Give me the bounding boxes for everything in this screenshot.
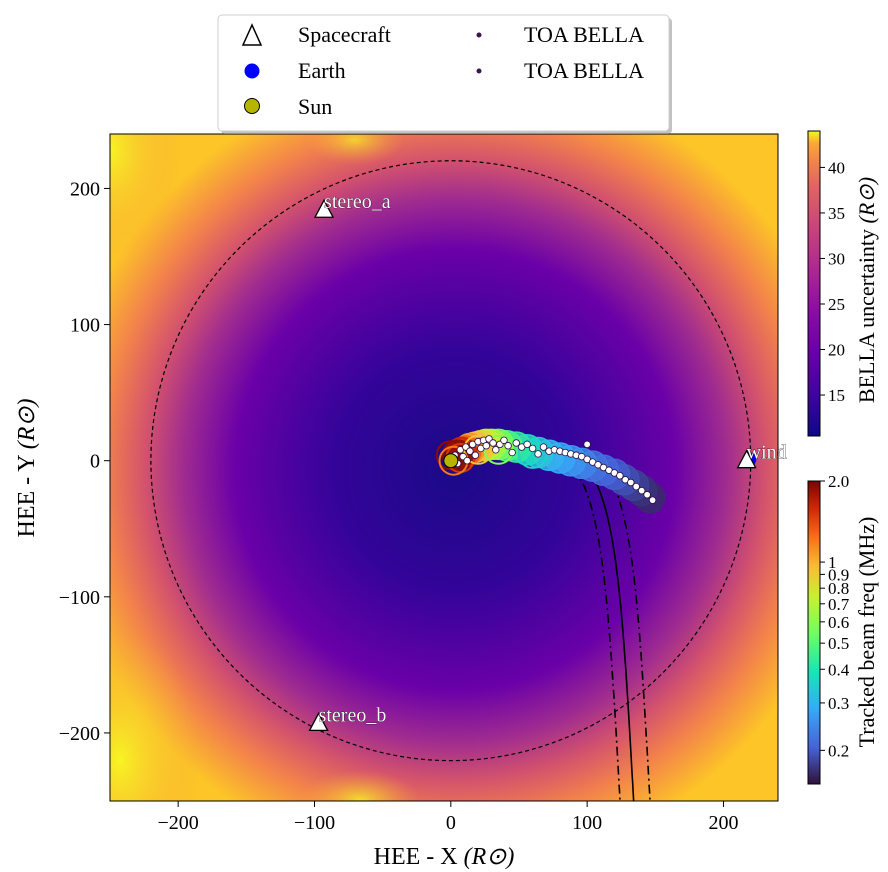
uncertainty-colorbar-title: BELLA uncertainty (R⊙) [854,177,879,403]
toa-point [512,439,520,447]
toa-point [489,439,497,447]
uncertainty-tick-label: 30 [828,249,845,268]
toa-point [492,446,500,454]
frequency-tick-label: 0.4 [828,660,850,679]
y-tick-label: −100 [59,587,100,609]
frequency-tick-label: 1 [828,553,837,572]
legend-toa-marker [476,68,482,74]
x-axis-ticks: −200 −100 0 100 200 [158,801,738,834]
y-tick-label: 100 [70,315,100,337]
toa-point [504,442,512,450]
toa-point [466,447,474,455]
x-axis-title: HEE - X (R⊙) [374,844,515,870]
toa-bella-points [451,435,657,504]
legend-label: TOA BELLA [524,58,644,83]
toa-point [528,444,537,453]
frequency-tick-label: 0.7 [828,595,850,614]
spacecraft-label: stereo_b [319,704,387,726]
toa-point [463,456,471,465]
toa-point [637,486,646,495]
legend-spacecraft-marker [241,23,263,46]
legend-toa-marker [476,32,482,38]
frequency-colorbar-title: Tracked beam freq (MHz) [854,517,879,748]
heatmap-bright-blob [305,134,405,165]
legend-label: TOA BELLA [524,22,644,47]
plot-area [110,134,778,801]
toa-point [508,448,516,457]
toa-point [648,496,657,504]
frequency-tick-label: 0.8 [828,579,849,598]
frequency-tick-label: 0.3 [828,694,849,713]
y-tick-label: 0 [90,451,100,473]
heatmap-bright-blob [110,630,200,801]
heatmap-bright-blob [110,134,180,260]
toa-point [632,482,640,491]
legend-box [217,14,670,132]
y-tick-label: −200 [59,723,100,745]
toa-point [583,440,591,449]
frequency-colorbar-ticks: 0.2 0.3 0.4 0.5 0.60.70.80.91 2.0 [820,472,850,760]
parker-spiral-line [586,467,635,801]
uncertainty-tick-label: 20 [828,341,845,360]
toa-point [534,450,542,458]
x-tick-label: −100 [294,812,335,834]
bodies: stereo_a stereo_b wind [308,191,787,732]
x-tick-label: 200 [708,812,738,834]
x-tick-label: 100 [572,812,602,834]
frequency-tick-label: 2.0 [828,472,849,491]
uncertainty-tick-label: 25 [828,295,845,314]
frequency-colorbar [807,480,821,785]
heatmap-bright-blob [300,770,420,801]
toa-point [471,451,480,459]
parker-spiral-line [602,467,651,801]
toa-point [627,478,635,487]
parker-spirals [572,467,651,801]
toa-point [482,442,490,450]
uncertainty-colorbar [807,130,821,437]
spacecraft-label: stereo_a [324,191,391,213]
parker-spiral-line [572,467,621,801]
toa-point [523,440,531,449]
x-tick-label: 0 [446,812,456,834]
x-tick-label: −200 [158,812,199,834]
frequency-tick-label: 0.2 [828,741,849,760]
legend-sun-marker [244,98,260,114]
spacecraft-marker [308,712,329,732]
uncertainty-tick-label: 35 [828,204,845,223]
spacecraft-label: wind [747,442,787,464]
legend-earth-marker [244,63,260,79]
frequency-tick-label: 0.6 [828,613,849,632]
sun-marker [443,453,459,469]
uncertainty-colorbar-ticks: 15 20 25 30 35 40 [820,158,845,405]
frequency-tick-label: 0.9 [828,565,849,584]
uncertainty-tick-label: 15 [828,386,845,405]
legend-label: Sun [298,94,332,119]
frequency-tick-label: 0.5 [828,634,849,653]
legend-label: Spacecraft [298,22,391,47]
toa-point [643,491,651,499]
toa-point [539,443,548,451]
spacecraft-marker [736,449,757,469]
uncertainty-tick-label: 40 [828,158,845,177]
y-tick-label: 200 [70,178,100,200]
toa-point [500,436,508,444]
legend-label: Earth [298,58,346,83]
toa-point [616,471,624,480]
y-axis-ticks: −200 −100 0 100 200 [59,178,110,745]
y-axis-title: HEE - Y (R⊙) [14,399,40,538]
spacecraft-marker [313,198,335,218]
legend: Spacecraft Earth Sun TOA BELLA TOA BELLA [217,14,672,134]
